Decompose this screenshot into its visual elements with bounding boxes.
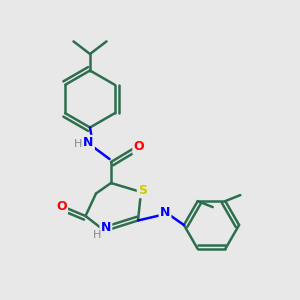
Text: S: S [138,184,147,197]
Text: N: N [83,136,94,149]
Text: O: O [134,140,144,154]
Text: N: N [101,220,111,234]
Text: N: N [160,206,170,220]
Text: H: H [74,139,82,149]
Text: O: O [56,200,67,214]
Text: H: H [93,230,101,241]
